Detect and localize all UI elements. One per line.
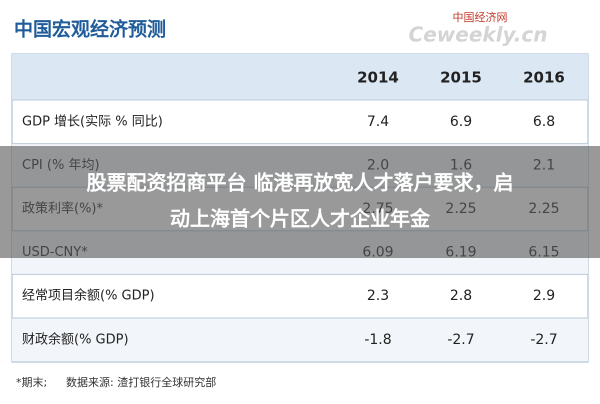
footer-note: *期末; — [16, 375, 47, 389]
cell-value: 6.8 — [533, 114, 555, 130]
footer-source: 数据来源: 渣打银行全球研究部 — [66, 375, 216, 389]
row-band — [12, 318, 588, 362]
logo-site: Ceweekly.cn — [409, 23, 548, 47]
cell-value: 7.4 — [367, 114, 389, 130]
column-header: 2014 — [357, 69, 399, 87]
cell-value: 6.9 — [450, 114, 472, 130]
title: 中国宏观经济预测 — [14, 18, 166, 41]
cell-value: -1.8 — [364, 332, 391, 348]
column-header: 2015 — [440, 69, 482, 87]
row-label: 经常项目余额(% GDP) — [22, 288, 155, 304]
logo: 中国经济网 — [453, 10, 508, 24]
row-label: GDP 增长(实际 % 同比) — [22, 114, 163, 129]
overlay-band — [0, 146, 600, 258]
overlay-text: 股票配资招商平台 临港再放宽人才落户要求，启 — [87, 171, 514, 195]
cell-value: -2.7 — [530, 332, 557, 348]
column-header: 2016 — [523, 69, 565, 87]
cell-value: 2.8 — [450, 288, 472, 304]
header-band — [12, 54, 588, 100]
row-label: 财政余额(% GDP) — [22, 331, 129, 347]
cell-value: 2.3 — [367, 288, 389, 304]
cell-value: -2.7 — [447, 332, 474, 348]
cell-value: 2.9 — [533, 288, 555, 304]
overlay-text: 动上海首个片区人才企业年金 — [170, 207, 431, 231]
